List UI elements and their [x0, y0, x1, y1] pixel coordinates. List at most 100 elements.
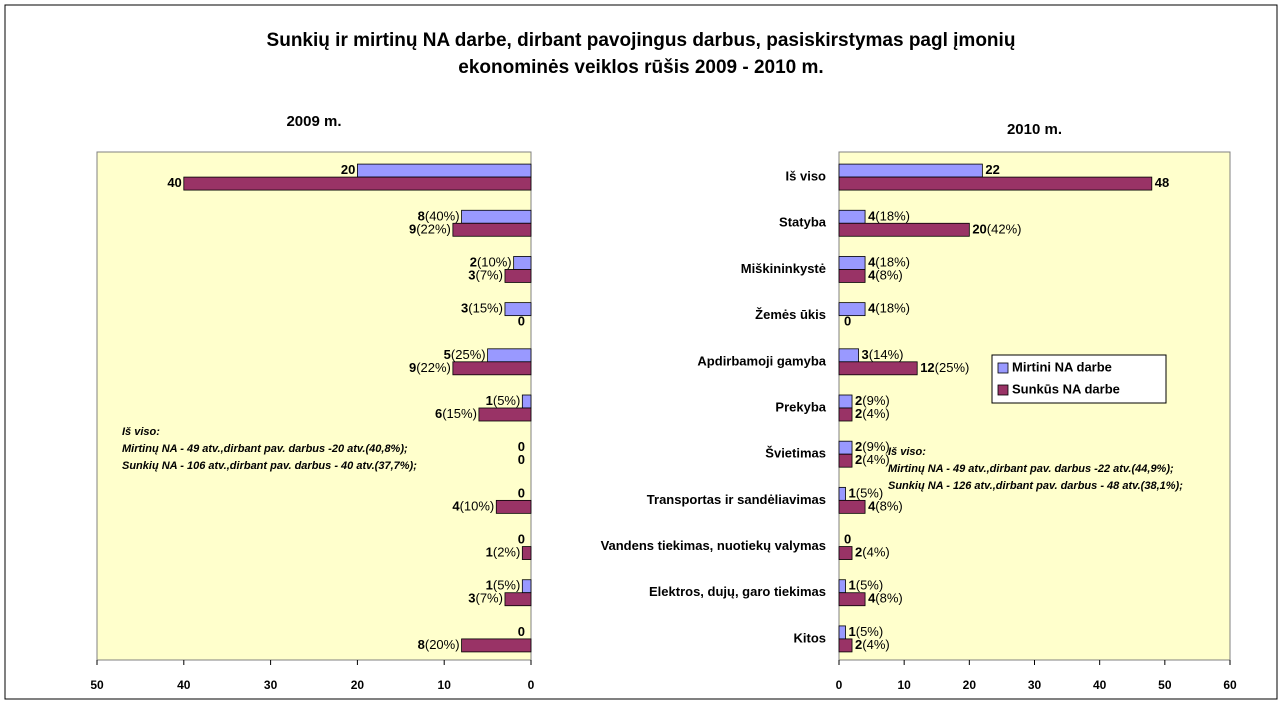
category-label: Apdirbamoji gamyba: [697, 353, 826, 368]
data-value: 2: [855, 406, 862, 421]
category-label: Vandens tiekimas, nuotiekų valymas: [601, 538, 826, 553]
data-label: 4(8%): [868, 268, 903, 283]
category-label: Miškininkystė: [741, 261, 826, 276]
annotation: Iš viso:: [122, 426, 160, 438]
percent-label: (5%): [856, 486, 883, 501]
data-value: 2: [855, 453, 862, 468]
x-tick-label: 10: [897, 678, 911, 692]
data-value: 1: [486, 578, 493, 593]
data-value: 4: [868, 268, 876, 283]
data-value: 1: [486, 393, 493, 408]
x-tick-label: 50: [1158, 678, 1172, 692]
category-label: Švietimas: [765, 446, 826, 461]
data-label: 1(5%): [486, 393, 521, 408]
data-value: 4: [868, 301, 876, 316]
percent-label: (5%): [856, 624, 883, 639]
bar: [838, 269, 866, 283]
data-label: 0: [518, 314, 525, 329]
annotation: Mirtinų NA - 49 atv.,dirbant pav. darbus…: [888, 463, 1174, 475]
data-label: 0: [518, 453, 525, 468]
data-value: 20: [972, 222, 986, 237]
bar: [838, 302, 866, 317]
x-tick-label: 20: [351, 678, 365, 692]
data-label: 8(20%): [418, 637, 460, 652]
bar: [838, 176, 1153, 191]
percent-label: (18%): [875, 301, 910, 316]
data-label: 4(18%): [868, 209, 910, 224]
title-line: Sunkių ir mirtinų NA darbe, dirbant pavo…: [267, 30, 1016, 51]
legend-label: Mirtini NA darbe: [1012, 359, 1112, 374]
percent-label: (8%): [875, 268, 902, 283]
x-tick-label: 40: [177, 678, 191, 692]
data-value: 0: [518, 624, 525, 639]
data-value: 2: [470, 255, 477, 270]
data-value: 4: [868, 499, 876, 514]
percent-label: (22%): [416, 222, 451, 237]
data-value: 3: [468, 591, 475, 606]
bar: [838, 163, 983, 178]
data-label: 0: [518, 486, 525, 501]
data-value: 2: [855, 545, 862, 560]
bar: [478, 407, 532, 422]
data-value: 0: [518, 486, 525, 501]
bar: [838, 486, 846, 501]
percent-label: (8%): [875, 591, 902, 606]
title-line: ekonominės veiklos rūšis 2009 - 2010 m.: [458, 57, 823, 78]
percent-label: (9%): [862, 440, 889, 455]
percent-label: (20%): [425, 637, 460, 652]
data-value: 12: [920, 360, 934, 375]
percent-label: (10%): [460, 499, 495, 514]
data-label: 3(14%): [862, 347, 904, 362]
data-label: 3(7%): [468, 591, 503, 606]
percent-label: (14%): [869, 347, 904, 362]
data-value: 9: [409, 360, 416, 375]
chart-title: 2009 m.: [286, 113, 341, 130]
bar: [838, 546, 853, 560]
data-label: 2(9%): [855, 440, 890, 455]
x-tick-label: 30: [1028, 678, 1042, 692]
data-label: 4(10%): [452, 499, 494, 514]
data-value: 9: [409, 222, 416, 237]
percent-label: (4%): [862, 406, 889, 421]
x-tick-label: 10: [438, 678, 452, 692]
percent-label: (9%): [862, 393, 889, 408]
bar: [521, 546, 532, 560]
data-value: 4: [868, 209, 876, 224]
data-label: 20: [341, 163, 355, 178]
bar: [838, 394, 853, 409]
data-label: 1(5%): [849, 486, 884, 501]
data-label: 0: [844, 314, 851, 329]
bar: [838, 638, 853, 653]
chart-title: 2010 m.: [1007, 121, 1062, 138]
data-label: 5(25%): [444, 347, 486, 362]
annotation: Iš viso:: [888, 446, 926, 458]
data-value: 4: [868, 255, 876, 270]
data-value: 2: [855, 393, 862, 408]
data-value: 4: [452, 499, 460, 514]
percent-label: (7%): [476, 268, 503, 283]
category-label: Elektros, dujų, garo tiekimas: [649, 584, 826, 599]
percent-label: (25%): [935, 360, 970, 375]
legend-swatch: [997, 362, 1009, 374]
data-value: 8: [418, 637, 425, 652]
data-label: 20(42%): [972, 222, 1021, 237]
x-tick-label: 50: [90, 678, 104, 692]
percent-label: (5%): [493, 393, 520, 408]
x-tick-label: 30: [264, 678, 278, 692]
bar: [513, 256, 532, 270]
percent-label: (15%): [468, 301, 503, 316]
bar: [838, 256, 866, 270]
data-value: 3: [862, 347, 869, 362]
percent-label: (5%): [493, 578, 520, 593]
data-label: 0: [518, 624, 525, 639]
bar: [452, 222, 532, 237]
percent-label: (4%): [862, 453, 889, 468]
bar: [461, 209, 532, 224]
bar: [461, 638, 532, 653]
bar: [838, 579, 846, 594]
bar: [183, 176, 532, 191]
data-value: 3: [468, 268, 475, 283]
bar: [356, 163, 532, 178]
data-value: 4: [868, 591, 876, 606]
